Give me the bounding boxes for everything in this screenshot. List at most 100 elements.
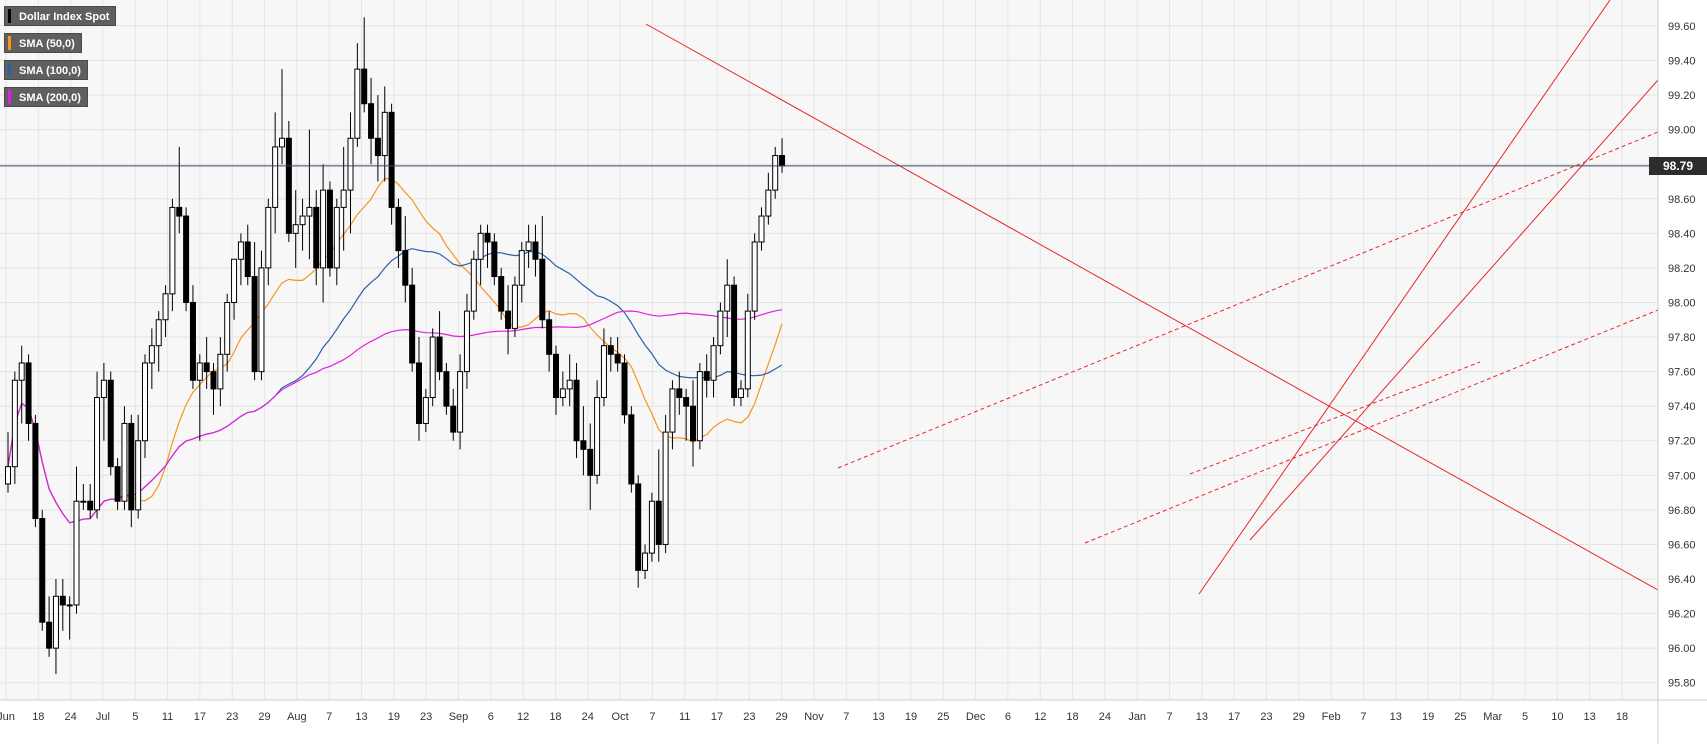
candle xyxy=(717,302,724,355)
x-tick-label: Sep xyxy=(449,711,469,723)
x-tick-label: 25 xyxy=(937,711,949,723)
y-tick-label: 96.40 xyxy=(1668,574,1696,586)
candle-body-down xyxy=(628,414,635,485)
x-tick-label: Jul xyxy=(96,711,110,723)
candle-body-up xyxy=(511,284,518,329)
candle-body-down xyxy=(183,215,190,303)
candle xyxy=(676,371,683,415)
candle xyxy=(443,362,450,415)
candle xyxy=(395,198,402,268)
candle-body-down xyxy=(251,276,258,373)
candle xyxy=(703,354,710,398)
candle-body-up xyxy=(600,345,607,399)
candle-body-down xyxy=(580,440,587,450)
x-tick-label: 5 xyxy=(1522,711,1528,723)
candle-body-up xyxy=(231,258,238,303)
candle xyxy=(559,371,566,407)
x-tick-label: 13 xyxy=(1196,711,1208,723)
candle xyxy=(457,354,464,450)
candle xyxy=(217,337,224,407)
candle-body-up xyxy=(724,284,731,312)
candle xyxy=(744,293,751,398)
candle xyxy=(669,380,676,450)
candle xyxy=(429,328,436,407)
y-tick-label: 97.00 xyxy=(1668,470,1696,482)
candle xyxy=(484,224,491,268)
y-tick-label: 99.00 xyxy=(1668,125,1696,137)
candle xyxy=(594,380,601,484)
x-tick-label: 17 xyxy=(1228,711,1240,723)
x-tick-label: 11 xyxy=(162,711,173,723)
candle-body-up xyxy=(5,466,11,485)
candle xyxy=(731,276,738,407)
candle-body-down xyxy=(731,284,738,399)
candle xyxy=(313,190,320,286)
candle xyxy=(320,164,327,303)
candle xyxy=(628,406,635,493)
candle xyxy=(169,198,176,312)
candle xyxy=(696,362,703,450)
candle xyxy=(751,233,758,320)
candle xyxy=(546,311,553,372)
legend-item-sma-100[interactable]: SMA (100,0) xyxy=(4,60,88,80)
candle xyxy=(566,354,573,407)
candle-body-down xyxy=(285,137,292,234)
candle-body-up xyxy=(306,206,313,217)
candle xyxy=(59,579,66,631)
x-tick-label: 7 xyxy=(1360,711,1366,723)
legend-item-dollar-index[interactable]: Dollar Index Spot xyxy=(4,6,117,26)
trend-line xyxy=(1249,79,1659,541)
candle xyxy=(32,414,39,528)
candle-body-up xyxy=(66,604,73,607)
candle-body-down xyxy=(189,301,196,381)
x-tick-label: Dec xyxy=(966,711,986,723)
x-tick-label: 12 xyxy=(517,711,529,723)
candle xyxy=(114,458,121,510)
x-tick-label: 13 xyxy=(355,711,367,723)
candle xyxy=(326,181,333,277)
candle-body-up xyxy=(744,310,751,390)
candle xyxy=(94,371,101,519)
candle xyxy=(347,112,354,234)
candle xyxy=(621,354,628,424)
candle xyxy=(580,406,587,476)
candle-body-down xyxy=(539,258,546,321)
candle-body-down xyxy=(176,206,183,217)
candle-body-down xyxy=(107,379,114,468)
candle-body-up xyxy=(696,371,703,442)
legend-swatch-sma-50 xyxy=(8,36,11,50)
candle xyxy=(532,224,539,277)
candle xyxy=(142,354,148,459)
x-tick-label: 23 xyxy=(420,711,432,723)
legend-item-sma-50[interactable]: SMA (50,0) xyxy=(4,33,82,53)
candle xyxy=(374,95,381,182)
x-tick-label: 24 xyxy=(582,711,594,723)
candle xyxy=(279,69,285,165)
x-tick-label: Feb xyxy=(1322,711,1341,723)
y-tick-label: 97.80 xyxy=(1668,332,1696,344)
x-tick-label: 17 xyxy=(194,711,206,723)
x-tick-label: 17 xyxy=(711,711,723,723)
candle xyxy=(265,198,272,286)
candle xyxy=(128,414,135,528)
candle xyxy=(518,241,525,303)
candle-body-up xyxy=(279,137,285,148)
candle xyxy=(422,388,429,433)
x-tick-label: Jun xyxy=(0,711,15,723)
candle-body-down xyxy=(614,353,621,364)
candle-body-up xyxy=(333,206,340,269)
candle-body-up xyxy=(422,397,429,424)
candle xyxy=(244,224,251,286)
x-tick-label: 25 xyxy=(1454,711,1466,723)
x-tick-label: 7 xyxy=(649,711,655,723)
x-tick-label: 18 xyxy=(1616,711,1628,723)
x-tick-label: Mar xyxy=(1483,711,1502,723)
candle-body-down xyxy=(655,500,662,545)
legend-item-sma-200[interactable]: SMA (200,0) xyxy=(4,87,88,107)
candle-body-down xyxy=(703,371,710,381)
y-tick-label: 98.00 xyxy=(1668,297,1696,309)
trend-line xyxy=(1198,0,1611,595)
candle xyxy=(491,233,498,286)
candle-body-up xyxy=(470,258,477,312)
